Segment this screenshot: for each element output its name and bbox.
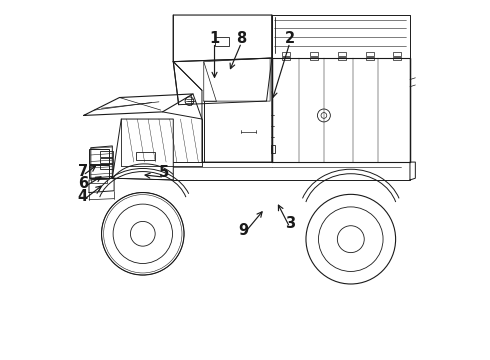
Bar bbox=[136, 152, 155, 160]
Bar bbox=[91, 179, 107, 183]
Text: 6: 6 bbox=[78, 176, 88, 191]
Text: 5: 5 bbox=[159, 165, 170, 180]
Text: 2: 2 bbox=[285, 31, 295, 46]
Bar bbox=[366, 57, 373, 60]
Bar bbox=[393, 57, 401, 60]
Bar bbox=[89, 149, 109, 164]
Bar bbox=[282, 57, 290, 60]
Bar bbox=[215, 37, 229, 45]
Bar bbox=[271, 145, 275, 153]
Bar bbox=[393, 52, 401, 56]
Text: 1: 1 bbox=[209, 31, 220, 46]
Text: 7: 7 bbox=[78, 163, 88, 179]
Text: 3: 3 bbox=[285, 216, 295, 230]
Text: 4: 4 bbox=[78, 189, 88, 204]
Bar bbox=[338, 57, 346, 60]
Bar bbox=[310, 57, 318, 60]
Bar bbox=[282, 52, 290, 56]
Bar bbox=[310, 52, 318, 56]
Text: 8: 8 bbox=[236, 31, 246, 46]
Bar bbox=[100, 164, 113, 169]
Bar bbox=[100, 158, 113, 163]
Bar bbox=[366, 52, 373, 56]
Bar bbox=[89, 165, 109, 178]
Bar bbox=[100, 151, 113, 157]
Text: 9: 9 bbox=[238, 223, 248, 238]
Bar bbox=[338, 52, 346, 56]
